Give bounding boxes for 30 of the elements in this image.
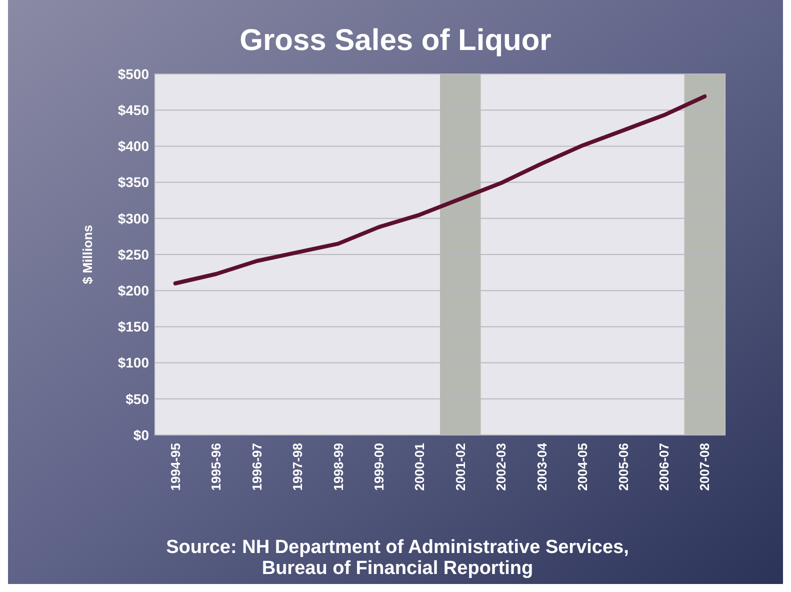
x-tick-label: 1998-99 [330,443,346,491]
y-tick-label: $100 [118,354,150,371]
x-tick-label: 2001-02 [452,443,468,491]
y-tick-label: $250 [118,246,150,262]
x-tick-label: 1994-95 [168,443,183,491]
y-tick-label: $300 [118,210,150,226]
x-tick-label: 1996-97 [249,443,264,491]
x-tick-label: 2005-06 [616,443,631,491]
x-tick-label: 2007-08 [697,443,712,491]
y-tick-label: $0 [133,426,150,443]
y-tick-label: $150 [118,318,150,335]
text: Bureau of Financial Reporting [262,558,534,579]
x-tick-label: 2000-01 [412,443,428,491]
line-series [173,94,707,286]
x-tick-label: 2006-07 [656,443,672,491]
chart-title: Gross Sales of Liquor [240,24,552,57]
y-axis-title: $ Millions [80,224,95,284]
source-note: Source: NH Department of Administrative Services, [166,537,629,558]
x-tick-label: 1995-96 [208,443,224,491]
y-tick-label: $200 [118,282,150,298]
x-tick-label: 1997-98 [290,443,306,491]
y-tick-label: $500 [118,66,150,82]
y-tick-label: $50 [126,390,150,407]
x-tick-label: 1999-00 [371,443,386,491]
x-tick-label: 2004-05 [575,443,590,491]
y-tick-label: $350 [118,174,150,190]
x-tick-label: 2003-04 [534,442,550,491]
y-tick-label: $450 [118,102,150,118]
x-tick-label: 2002-03 [494,443,509,491]
y-tick-label: $400 [118,138,150,154]
